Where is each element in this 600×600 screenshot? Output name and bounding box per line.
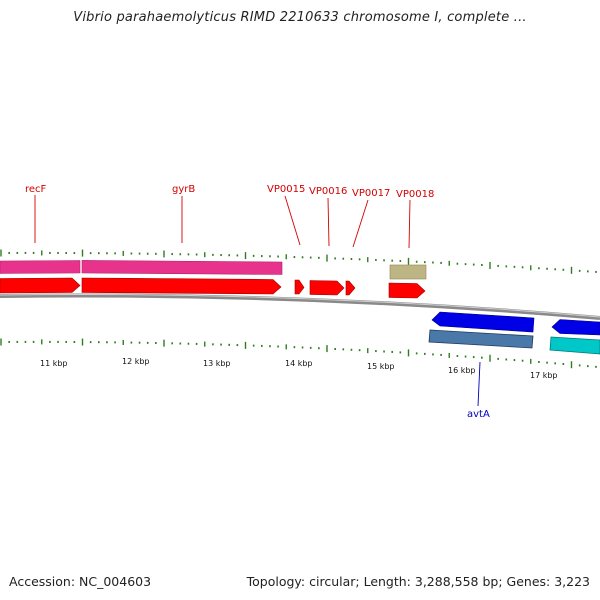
reverse-cds-track	[431, 311, 600, 336]
reverse-gene-track	[428, 329, 600, 355]
gene-label-gyrB[interactable]: gyrB	[172, 184, 195, 195]
gene-label-avtA[interactable]: avtA	[467, 409, 490, 420]
gene-bar-gyrB[interactable]	[81, 260, 283, 275]
label-leader-lines	[34, 195, 481, 407]
tick-label-15kbp: 15 kbp	[367, 362, 395, 371]
tick-marks-upper	[0, 249, 597, 274]
sequence-title: Vibrio parahaemolyticus RIMD 2210633 chr…	[73, 10, 527, 25]
gene-label-VP0017[interactable]: VP0017	[352, 188, 390, 199]
gene-label-VP0018[interactable]: VP0018	[396, 189, 434, 200]
forward-cds-track	[0, 277, 426, 299]
cds-arrow-avtA[interactable]	[431, 311, 535, 333]
cds-arrow-VP0017[interactable]	[345, 280, 356, 296]
gene-bar-recF[interactable]	[0, 260, 81, 274]
tick-label-14kbp: 14 kbp	[285, 359, 313, 368]
tick-label-17kbp: 17 kbp	[530, 371, 558, 380]
gene-label-VP0015[interactable]: VP0015	[267, 184, 305, 195]
accession-text: Accession: NC_004603	[9, 574, 152, 589]
cds-arrow-gyrB[interactable]	[81, 277, 282, 295]
topology-summary: Topology: circular; Length: 3,288,558 bp…	[246, 574, 590, 589]
misc-feature-bar[interactable]	[389, 264, 427, 280]
gene-label-VP0016[interactable]: VP0016	[309, 186, 347, 197]
forward-gene-track	[0, 260, 427, 280]
cds-arrow-VP0016[interactable]	[309, 280, 345, 296]
gene-bar-avtA[interactable]	[428, 329, 534, 349]
tick-label-16kbp: 16 kbp	[448, 366, 476, 375]
tick-label-11kbp: 11 kbp	[40, 359, 68, 368]
tick-label-13kbp: 13 kbp	[203, 359, 231, 368]
gene-labels: recF gyrB VP0015 VP0016 VP0017 VP0018 av…	[25, 184, 490, 420]
tick-marks-lower	[0, 338, 597, 369]
cds-arrow-VP0018[interactable]	[388, 282, 426, 299]
cds-arrow-next[interactable]	[551, 319, 600, 336]
cds-arrow-VP0015[interactable]	[294, 279, 305, 295]
gene-bar-next[interactable]	[549, 336, 600, 355]
sequence-backbone	[0, 293, 600, 320]
gene-label-recF[interactable]: recF	[25, 184, 47, 195]
axis-labels: 11 kbp 12 kbp 13 kbp 14 kbp 15 kbp 16 kb…	[40, 357, 558, 380]
cds-arrow-recF[interactable]	[0, 277, 81, 294]
tick-label-12kbp: 12 kbp	[122, 357, 150, 366]
